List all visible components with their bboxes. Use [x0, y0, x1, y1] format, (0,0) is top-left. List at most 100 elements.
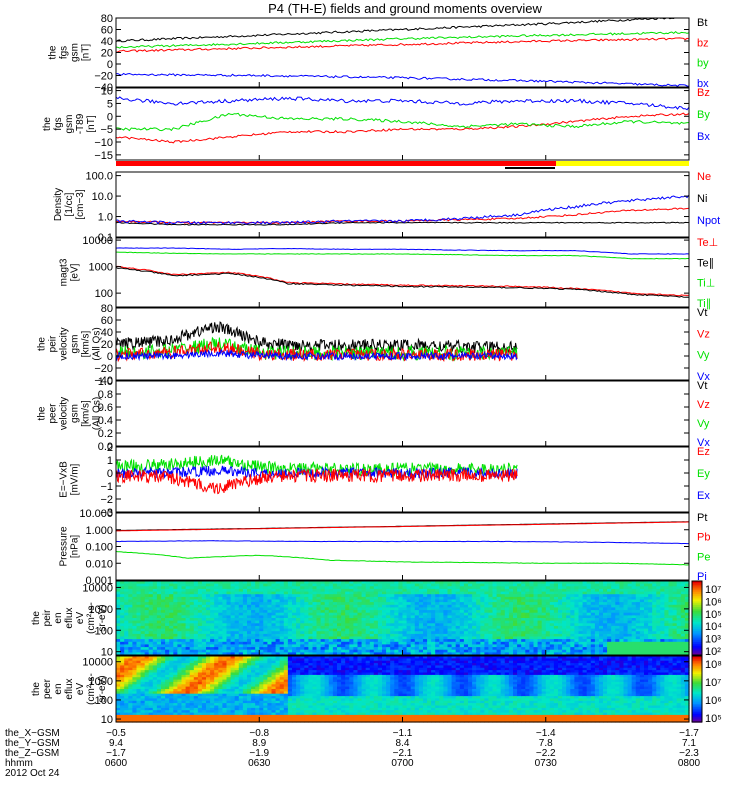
y-tick-label: 60: [101, 315, 113, 327]
y-tick-label: 10: [101, 86, 113, 98]
legend-Pt: Pt: [697, 512, 707, 524]
y-tick-label: −2: [100, 494, 113, 506]
legend-Vz: Vz: [697, 399, 710, 411]
y-tick-label: −1: [100, 481, 113, 493]
series-line-Pi: [116, 541, 689, 544]
y-tick-label: 1000: [89, 262, 113, 274]
series-line-Te∥: [116, 267, 689, 297]
series-line-Pe: [116, 552, 689, 566]
legend-Vy: Vy: [697, 350, 710, 362]
y-axis-label: E=−VxB[mV/m]: [59, 461, 81, 498]
series-line-Npot: [116, 195, 689, 224]
colorbar-tick-label: 10²: [705, 646, 721, 658]
y-axis-label: thefgsgsm-T89[nT]: [42, 113, 97, 134]
panel-frame: [116, 381, 689, 446]
y-tick-label: 10000: [82, 235, 113, 247]
series-line-Bx: [116, 97, 689, 110]
colorbar-tick-label: 10⁴: [705, 621, 722, 633]
legend-Npot: Npot: [697, 215, 720, 227]
y-axis-label: magt3[eV]: [59, 258, 81, 286]
y-tick-label: 40: [101, 36, 113, 48]
series-line-Bz: [116, 113, 689, 143]
y-axis-label: thefgsgsm[nT]: [48, 43, 92, 62]
y-tick-label: 1: [107, 455, 113, 467]
y-axis-label: Density[1/cc][cm−3]: [53, 188, 86, 221]
legend-Te∥: Te∥: [697, 257, 714, 269]
legend-Ex: Ex: [697, 490, 710, 502]
panel-pressure: 10.0001.0000.1000.0100.001Pressure[nPa]P…: [59, 508, 711, 587]
series-line-Ti∥: [116, 252, 689, 259]
colorbar-tick-label: 10³: [705, 634, 721, 646]
legend-Ez: Ez: [697, 446, 710, 458]
series-line-by: [116, 32, 689, 48]
y-tick-label: 1.000: [85, 525, 113, 537]
y-tick-label: 0: [107, 351, 113, 363]
colorbar-tick-label: 10⁶: [705, 596, 722, 608]
legend-Bz: Bz: [697, 87, 710, 99]
legend-Te⊥: Te⊥: [697, 237, 718, 249]
y-tick-label: 10.000: [79, 508, 113, 520]
legend-bz: bz: [697, 37, 709, 49]
legend-Vt: Vt: [697, 380, 707, 392]
legend-Vz: Vz: [697, 328, 710, 340]
y-tick-label: 20: [101, 48, 113, 60]
y-tick-label: 80: [101, 303, 113, 315]
y-tick-label: 0: [107, 468, 113, 480]
panel-peir-eflux: 10⁷10⁶10⁵10⁴10³10²10000100010010thepeire…: [31, 581, 722, 659]
y-tick-label: 0.100: [85, 542, 113, 554]
y-tick-label: 0: [107, 111, 113, 123]
panel-peir-velocity: 806040200−20−40thepeirvelocitygsm[km/s](…: [37, 303, 711, 387]
legend-Pe: Pe: [697, 551, 710, 563]
y-tick-label: 0: [107, 59, 113, 71]
y-tick-label: 10.0: [92, 191, 113, 203]
series-line-Ti⊥: [116, 248, 689, 254]
legend-Bx: Bx: [697, 131, 710, 143]
panel-frame: [116, 88, 689, 160]
legend-Ti⊥: Ti⊥: [697, 278, 715, 290]
panel-density: 100.010.01.00.1Density[1/cc][cm−3]NeNiNp…: [53, 171, 720, 244]
panel-peer-velocity: 1.00.80.60.40.20.0thepeervelocitygsm[km/…: [37, 376, 711, 453]
legend-Ne: Ne: [697, 171, 711, 183]
y-tick-label: 100: [95, 288, 113, 300]
y-tick-label: 1.0: [98, 376, 113, 388]
y-tick-label: −5: [100, 124, 113, 136]
series-line-Te⊥: [116, 266, 689, 295]
series-line-By: [116, 113, 689, 130]
colorbar-tick-label: 10⁵: [705, 609, 722, 621]
legend-Vt: Vt: [697, 307, 707, 319]
series-line-Pb: [116, 522, 689, 531]
y-tick-label: −20: [94, 71, 113, 83]
legend-Ey: Ey: [697, 468, 710, 480]
series-line-Bt: [116, 17, 689, 42]
y-tick-label: 0.010: [85, 558, 113, 570]
y-tick-label: 80: [101, 13, 113, 25]
y-tick-label: 5: [107, 98, 113, 110]
y-tick-label: −10: [94, 137, 113, 149]
y-tick-label: 2: [107, 442, 113, 454]
plot-title: P4 (TH-E) fields and ground moments over…: [268, 1, 542, 16]
y-axis-label: Pressure[nPa]: [59, 526, 81, 566]
legend-Ni: Ni: [697, 193, 707, 205]
legend-Bt: Bt: [697, 17, 707, 29]
y-tick-label: 40: [101, 327, 113, 339]
colorbar-tick-label: 10⁷: [705, 584, 721, 596]
legend-By: By: [697, 109, 710, 121]
y-axis-label: thepeervelocitygsm[km/s](All Qs): [37, 397, 103, 430]
y-tick-label: −20: [94, 363, 113, 375]
panel-peer-eflux: 10⁸10⁷10⁶10⁵10000100010010thepeereneflux…: [31, 656, 722, 726]
legend-Pb: Pb: [697, 532, 710, 544]
legend-by: by: [697, 58, 709, 70]
y-tick-label: 1.0: [98, 212, 113, 224]
y-tick-label: −15: [94, 150, 113, 162]
y-tick-label: 60: [101, 25, 113, 37]
y-tick-label: 100.0: [85, 171, 113, 183]
y-axis-label: thepeirvelocitygsm[km/s](All Qs): [37, 327, 103, 360]
panel-frame: [116, 172, 689, 237]
